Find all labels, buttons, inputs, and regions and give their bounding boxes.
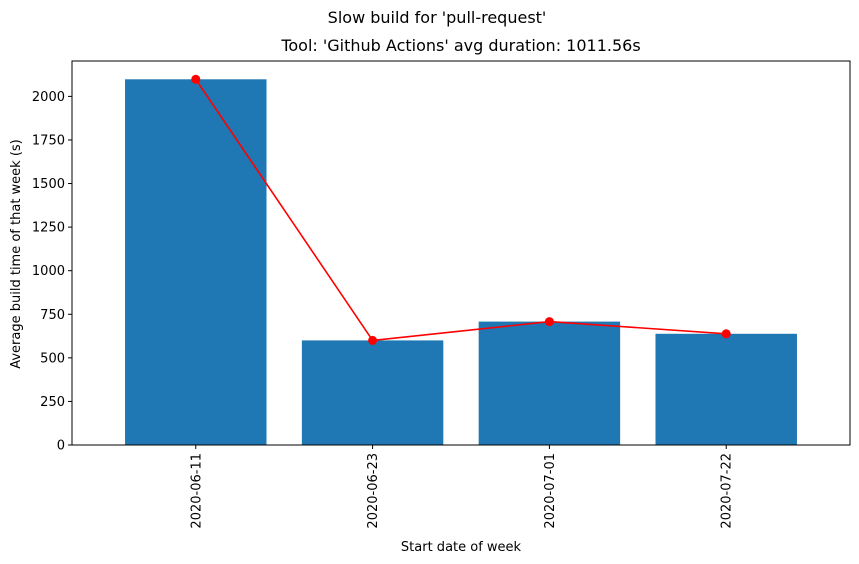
trend-point-2020-06-11 [191,74,201,84]
y-tick-label: 2000 [32,90,65,105]
trend-point-2020-07-22 [721,329,731,339]
bar-2020-07-22 [655,333,797,445]
y-axis-label: Average build time of that week (s) [9,139,24,369]
x-tick-label: 2020-07-22 [720,453,735,529]
x-tick-label: 2020-06-23 [366,453,381,529]
plot-frame [71,60,851,446]
y-tick-label: 1500 [32,177,65,192]
trend-point-2020-06-23 [368,335,378,345]
chart-suptitle: Slow build for 'pull-request' [328,8,547,27]
bar-2020-07-01 [478,321,621,445]
trend-point-2020-07-01 [544,317,554,327]
y-tick-label: 1750 [32,133,65,148]
bars-group [125,79,797,446]
x-tick-label: 2020-07-01 [543,453,558,529]
x-axis-label: Start date of week [401,540,522,555]
x-axis: 2020-06-11 2020-06-23 2020-07-01 2020-07-22 [189,445,735,529]
chart-title: Tool: 'Github Actions' avg duration: 101… [280,36,640,55]
y-tick-label: 0 [57,439,65,454]
y-tick-label: 1000 [32,264,65,279]
y-tick-label: 1250 [32,221,65,236]
bar-2020-06-11 [125,79,267,446]
x-tick-label: 2020-06-11 [189,453,204,529]
trend-line [195,78,727,342]
y-tick-label: 750 [40,308,65,323]
y-tick-label: 250 [40,395,65,410]
bar-2020-06-23 [301,340,444,445]
y-tick-label: 500 [40,351,65,366]
line-series-group [191,74,731,345]
y-axis: 0 250 500 750 1000 1250 1500 1750 2000 [32,90,72,454]
